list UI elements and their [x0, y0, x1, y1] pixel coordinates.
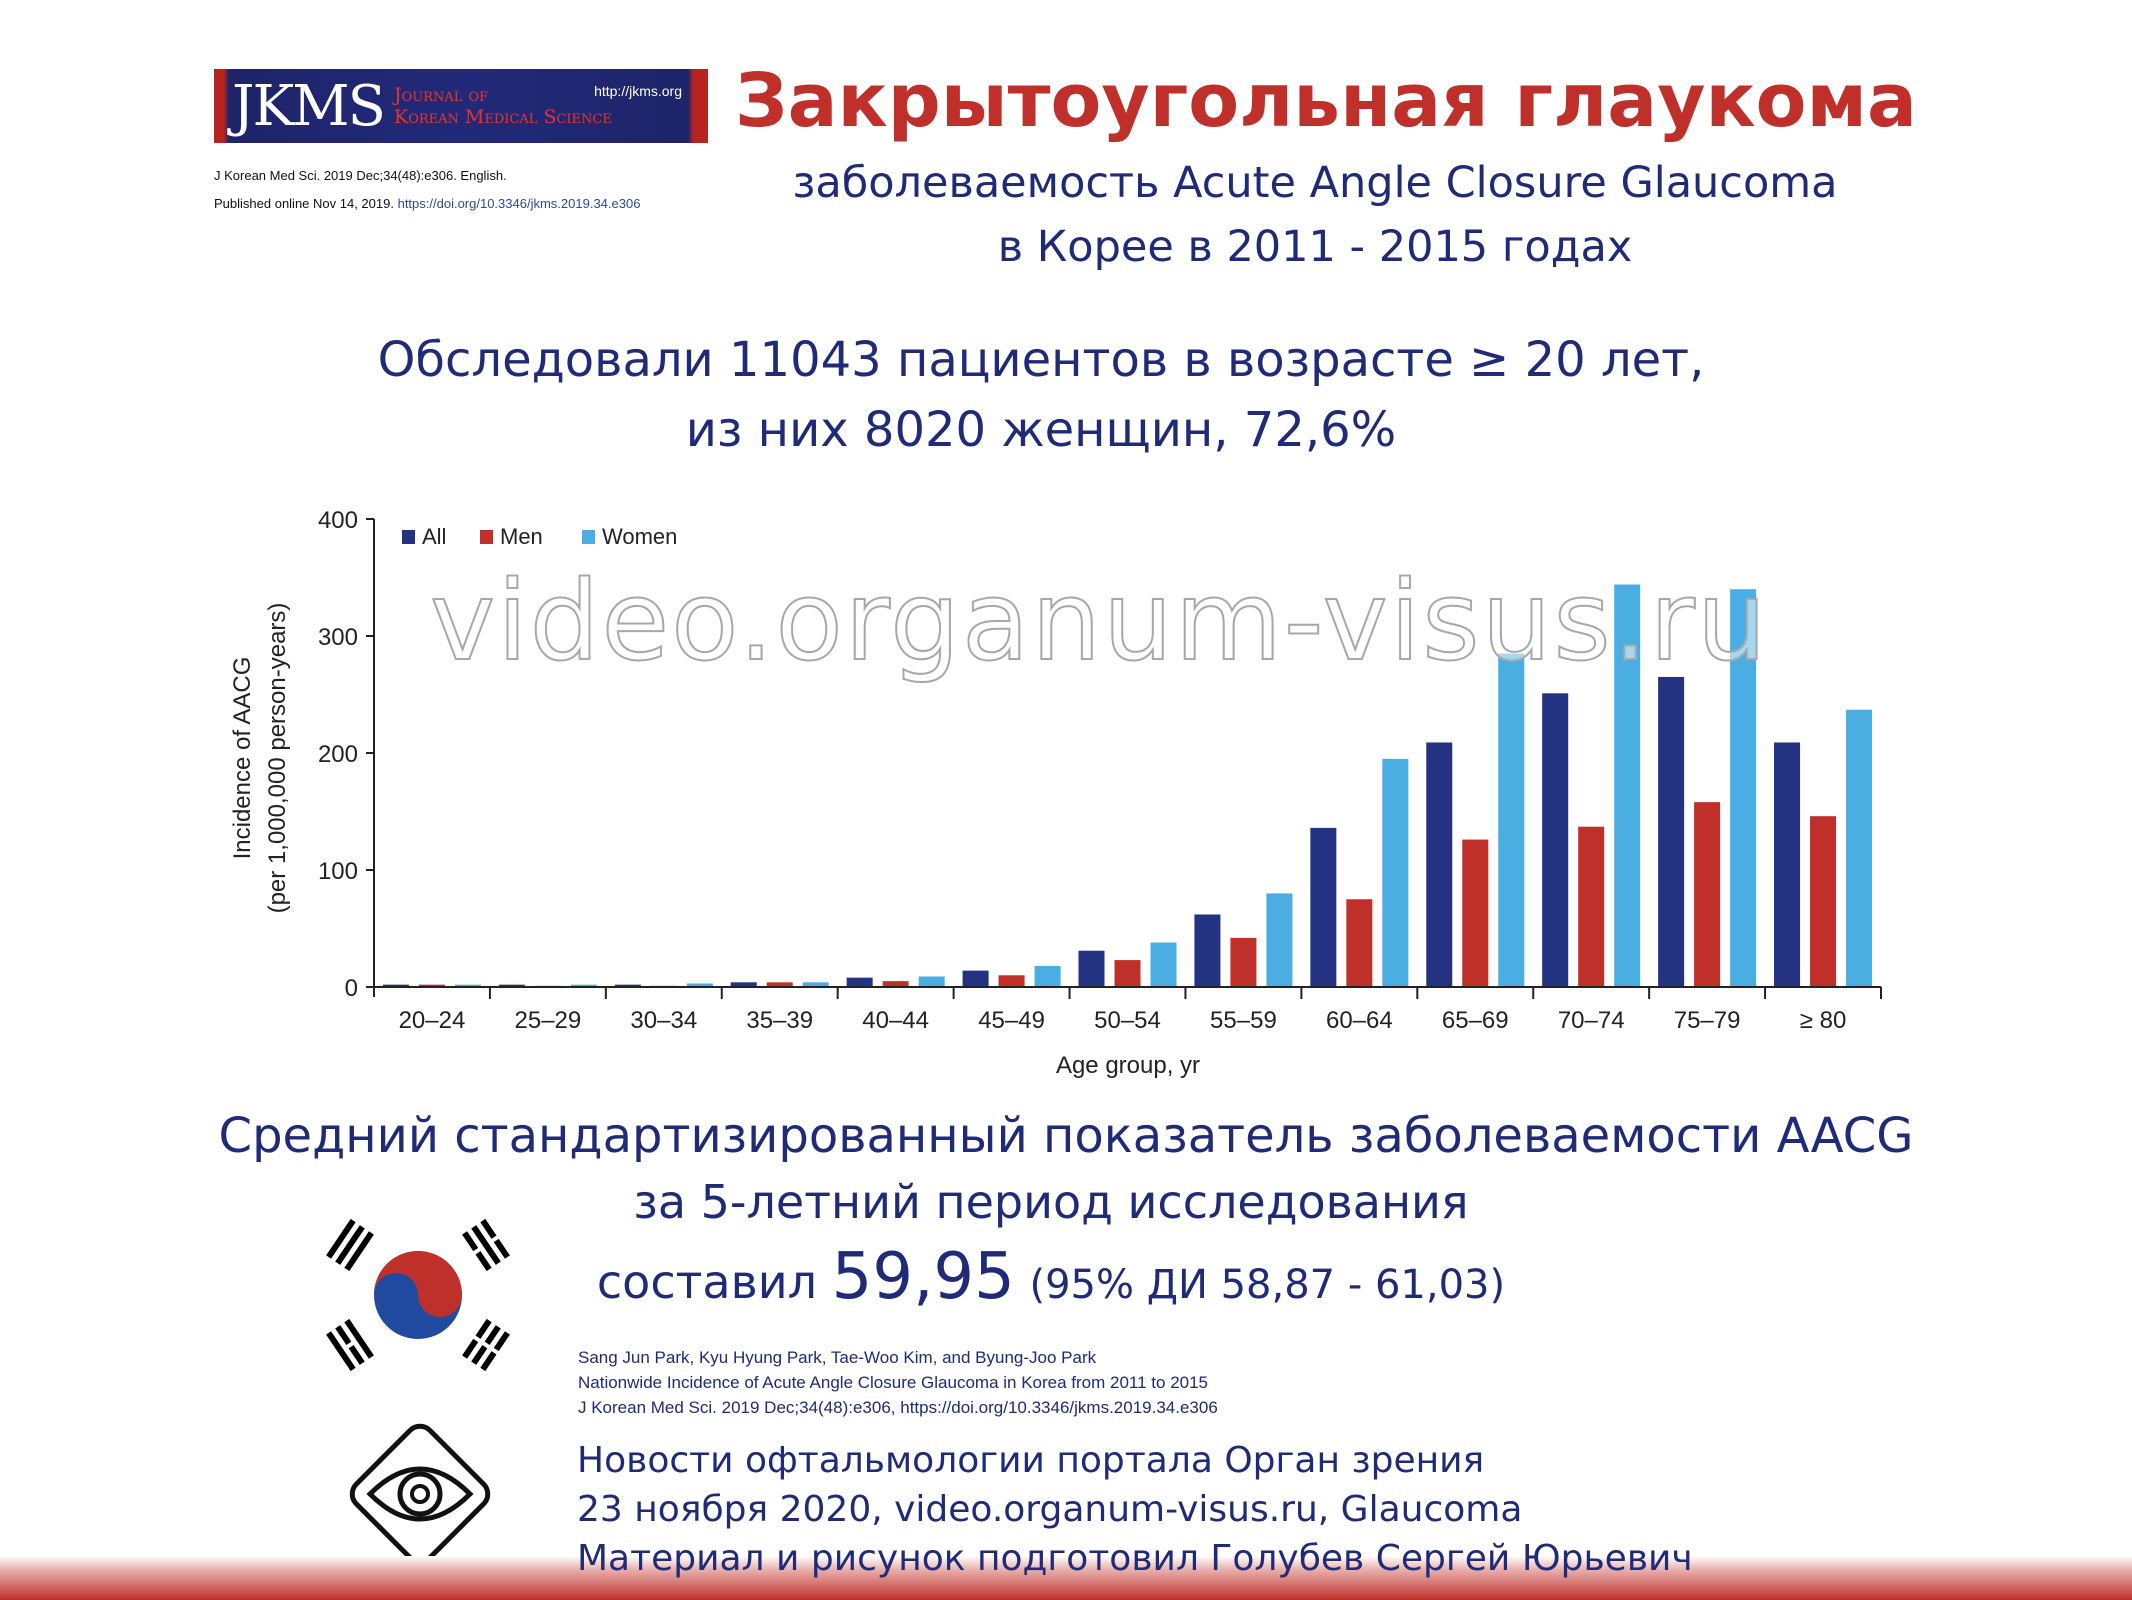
summary-prefix: составил — [596, 1255, 818, 1309]
y-tick-label: 200 — [318, 741, 358, 768]
subtitle-2: в Корее в 2011 - 2015 годах — [997, 222, 1633, 272]
study-line-1: Обследовали 11043 пациентов в возрасте ≥… — [377, 332, 1705, 388]
bar-men-55–59 — [1230, 937, 1257, 987]
bar-all-65–69 — [1426, 742, 1453, 987]
y-tick-label: 100 — [318, 858, 358, 885]
legend-swatch-men — [480, 530, 493, 544]
footer-bar — [0, 1556, 2132, 1600]
y-axis-title: Incidence of AACG — [229, 657, 256, 860]
bar-men-45–49 — [998, 975, 1025, 987]
incidence-bar-chart: 0 100 200 300 400 20–24 25–29 30–34 35–39 40–44 45… — [229, 507, 1882, 1079]
bar-all-45–49 — [962, 970, 989, 987]
published-line: Published online Nov 14, 2019. https://d… — [214, 196, 640, 211]
footer-line-3: Материал и рисунок подготовил Голубев Се… — [577, 1538, 1693, 1579]
footer-line-2: 23 ноября 2020, video.organum-visus.ru, … — [577, 1489, 1523, 1530]
bar-men-60–64 — [1346, 899, 1373, 987]
x-tick-label: 25–29 — [515, 1007, 582, 1034]
bar-men-65–69 — [1462, 839, 1489, 987]
footer-line-1: Новости офтальмологии портала Орган зрен… — [577, 1440, 1485, 1481]
citation-title: Nationwide Incidence of Acute Angle Clos… — [578, 1373, 1209, 1392]
bar-women-60–64 — [1382, 758, 1409, 987]
x-tick-label: 30–34 — [630, 1007, 697, 1034]
bar-men-40–44 — [882, 981, 909, 987]
legend-swatch-all — [402, 530, 415, 544]
bar-all-20–24 — [382, 984, 409, 987]
y-tick-label: 300 — [318, 624, 358, 651]
bar-women-40–44 — [918, 976, 945, 987]
bar-women-30–34 — [686, 983, 713, 987]
doi-link[interactable]: https://doi.org/10.3346/jkms.2019.34.e30… — [397, 196, 641, 211]
y-axis-subtitle: (per 1,000,000 person-years) — [264, 603, 291, 914]
bar-men-70–74 — [1578, 826, 1605, 987]
bar-all-35–39 — [730, 982, 757, 987]
legend-label-all: All — [422, 524, 446, 549]
x-tick-label: 45–49 — [978, 1007, 1045, 1034]
y-tick-label: 400 — [318, 507, 358, 534]
x-tick-label: 35–39 — [746, 1007, 813, 1034]
summary-line-1: Средний стандартизированный показатель з… — [218, 1108, 1914, 1164]
x-tick-label: 20–24 — [399, 1007, 466, 1034]
citation-authors: Sang Jun Park, Kyu Hyung Park, Tae-Woo K… — [578, 1348, 1097, 1367]
logo-abbr: JKMS — [232, 73, 386, 139]
legend-label-men: Men — [500, 524, 543, 549]
bar-women-45–49 — [1034, 965, 1061, 987]
x-tick-label: 65–69 — [1442, 1007, 1509, 1034]
bar-all-≥ 80 — [1774, 742, 1801, 987]
logo-journal-name: Journal of Korean Medical Science — [394, 84, 612, 128]
study-line-2: из них 8020 женщин, 72,6% — [685, 402, 1397, 458]
bar-women-65–69 — [1498, 653, 1525, 987]
x-tick-label: 50–54 — [1094, 1007, 1161, 1034]
watermark: video.organum-visus.ru — [429, 557, 1769, 685]
legend-swatch-women — [582, 530, 595, 544]
bar-women-70–74 — [1614, 584, 1641, 987]
bar-all-60–64 — [1310, 827, 1337, 987]
bar-all-55–59 — [1194, 914, 1221, 987]
journal-ref: J Korean Med Sci. 2019 Dec;34(48):e306. … — [214, 168, 507, 183]
bar-women-50–54 — [1150, 942, 1177, 987]
bar-men-75–79 — [1694, 802, 1721, 987]
bar-all-70–74 — [1542, 693, 1569, 987]
bar-women-55–59 — [1266, 893, 1293, 987]
summary-ci: (95% ДИ 58,87 - 61,03) — [1029, 1262, 1506, 1308]
bar-women-75–79 — [1730, 589, 1757, 987]
x-tick-label: 75–79 — [1674, 1007, 1741, 1034]
page-title: Закрытоугольная глаукома — [735, 58, 1917, 144]
legend-label-women: Women — [602, 524, 677, 549]
logo-url: http://jkms.org — [594, 83, 682, 99]
bar-women-25–29 — [570, 984, 597, 987]
summary-line-3: составил 59,95 (95% ДИ 58,87 - 61,03) — [0, 1240, 2132, 1314]
x-tick-label: 60–64 — [1326, 1007, 1393, 1034]
summary-value: 59,95 — [831, 1240, 1015, 1314]
subtitle-1: заболеваемость Acute Angle Closure Glauc… — [792, 158, 1838, 208]
bar-women-≥ 80 — [1846, 709, 1873, 987]
bar-all-30–34 — [614, 984, 641, 987]
y-tick-label: 0 — [345, 975, 358, 1002]
korean-flag-icon — [326, 1218, 510, 1372]
citation-journal: J Korean Med Sci. 2019 Dec;34(48):e306, … — [578, 1398, 1218, 1417]
x-tick-label: ≥ 80 — [1800, 1007, 1847, 1034]
x-tick-label: 70–74 — [1558, 1007, 1625, 1034]
bar-all-25–29 — [498, 984, 525, 987]
x-tick-label: 55–59 — [1210, 1007, 1277, 1034]
eye-logo-icon — [349, 1423, 491, 1565]
jkms-logo: JKMS Journal of Korean Medical Science h… — [214, 69, 708, 143]
bar-women-35–39 — [802, 982, 829, 987]
logo-journal-line1: Journal of — [394, 84, 489, 106]
bar-men-20–24 — [418, 984, 445, 987]
x-tick-label: 40–44 — [862, 1007, 929, 1034]
published-date: Published online Nov 14, 2019. — [214, 196, 394, 211]
bar-all-75–79 — [1658, 676, 1685, 987]
bar-women-20–24 — [454, 984, 481, 987]
bar-men-35–39 — [766, 982, 793, 987]
bar-men-≥ 80 — [1810, 816, 1837, 987]
logo-journal-line2: Korean Medical Science — [394, 106, 612, 128]
x-axis-title: Age group, yr — [1056, 1052, 1200, 1079]
summary-line-2: за 5-летний период исследования — [633, 1175, 1469, 1229]
bar-all-50–54 — [1078, 950, 1105, 987]
bar-all-40–44 — [846, 977, 873, 987]
bar-men-50–54 — [1114, 960, 1141, 987]
